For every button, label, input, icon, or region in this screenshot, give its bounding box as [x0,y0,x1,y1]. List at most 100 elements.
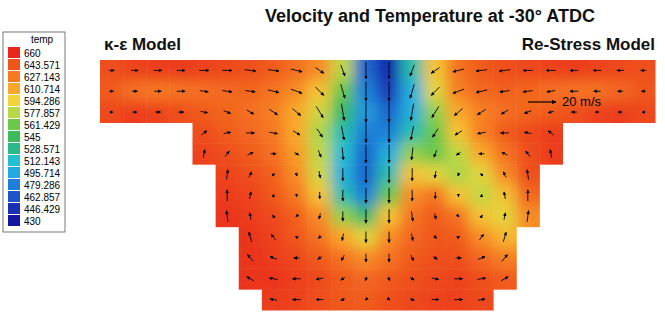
velocity-arrow [389,188,390,203]
velocity-arrow [292,109,300,116]
velocity-arrow [154,70,162,71]
heat-cell [146,60,170,82]
heat-cell [354,185,378,207]
heat-cell [285,185,309,207]
heat-cell [308,143,332,165]
heat-cell [446,185,470,207]
velocity-arrow [411,147,412,160]
velocity-arrow [203,150,204,158]
heat-cell [285,80,309,102]
velocity-arrow [389,209,390,223]
velocity-arrow [617,70,624,71]
colorbar-swatch [8,95,20,106]
velocity-arrow [389,123,390,143]
velocity-arrow [411,126,414,140]
heatmap-clip-group [100,60,656,311]
velocity-arrow [524,111,531,114]
heat-cell [331,101,355,123]
heat-cell [285,122,309,144]
velocity-arrow [456,257,462,258]
velocity-arrow [294,152,298,155]
velocity-arrow [365,277,366,281]
velocity-arrow [365,209,366,223]
velocity-arrow [199,70,209,71]
heat-cell [285,101,309,123]
velocity-arrow [481,194,482,197]
heatmap-cells [100,60,656,311]
velocity-arrow [341,84,345,98]
velocity-arrow [593,70,601,71]
heat-cell [261,289,285,311]
velocity-arrow [527,170,528,180]
velocity-arrow [481,215,482,218]
velocity-arrow [291,69,302,72]
heat-cell [423,247,447,269]
heat-cell [261,205,285,227]
heat-cell [100,101,124,123]
heat-cell [423,60,447,82]
colorbar-entry: 446.429 [8,203,61,215]
heat-cell [470,289,494,311]
heat-cell [493,205,517,227]
vector-field [109,62,646,300]
colorbar-swatch [8,131,20,142]
heat-cell [423,101,447,123]
heat-cell [423,164,447,186]
colorbar-label: 462.857 [24,192,61,203]
velocity-arrow [315,87,323,95]
velocity-arrow [341,65,345,76]
velocity-arrow [411,104,414,121]
colorbar-label: 495.714 [24,168,61,179]
heat-cell [400,205,424,227]
velocity-arrow [410,299,414,300]
velocity-arrow [502,254,508,261]
velocity-arrow [316,106,323,117]
velocity-arrow [269,132,277,133]
velocity-arrow [477,132,485,133]
colorbar-swatch [8,119,20,130]
heat-cell [377,205,401,227]
heat-cell [423,80,447,102]
velocity-arrow [341,104,344,121]
heat-cell [285,268,309,290]
heat-cell [423,143,447,165]
heat-cell [423,185,447,207]
velocity-arrow [433,129,439,137]
title: Velocity and Temperature at -30° ATDC [265,6,595,26]
heat-cell [539,60,563,82]
colorbar-entry: 594.286 [8,95,61,107]
velocity-arrow [499,70,510,71]
velocity-arrow [248,254,254,261]
velocity-arrow [270,257,277,260]
left-model-label: κ-ε Model [104,35,181,54]
velocity-arrow [296,194,297,197]
colorbar-entry: 528.571 [8,143,61,155]
velocity-arrow [458,194,459,197]
velocity-arrow [476,90,487,93]
velocity-arrow [365,299,366,300]
velocity-arrow [295,236,298,237]
heat-cell [446,268,470,290]
colorbar-swatch [8,167,20,178]
velocity-arrow [178,112,184,113]
heat-cell [192,101,216,123]
velocity-arrow [435,192,436,199]
heat-cell [470,164,494,186]
heat-cell [493,60,517,82]
heat-cell [215,164,239,186]
velocity-arrow [478,299,485,300]
heat-cell [516,164,540,186]
velocity-arrow [296,173,297,176]
velocity-arrow [268,90,279,93]
velocity-arrow [318,236,321,239]
reference-arrow [528,101,556,102]
heat-cell [493,143,517,165]
colorbar-entry: 430 [8,215,41,227]
velocity-arrow [365,166,366,183]
heat-cell [308,268,332,290]
velocity-arrow [412,190,413,201]
velocity-arrow [245,91,255,92]
heat-cell [446,143,470,165]
heat-cell [470,185,494,207]
velocity-arrow [477,109,485,115]
